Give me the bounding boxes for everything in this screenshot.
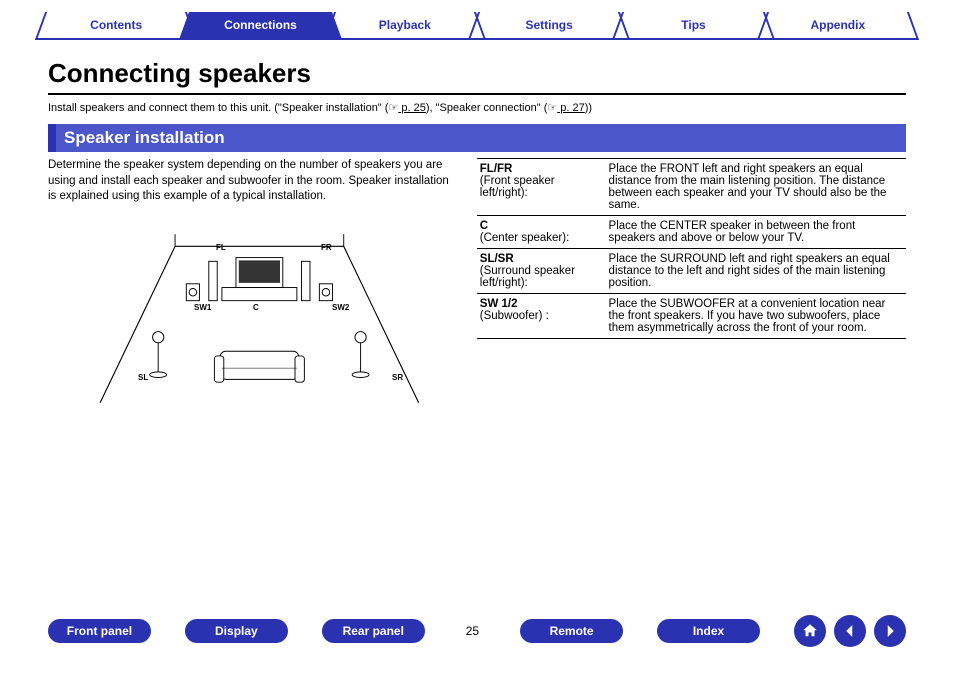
tab-playback[interactable]: Playback [339, 12, 471, 40]
home-icon[interactable] [794, 615, 826, 647]
page-ref-2[interactable]: p. 27 [557, 102, 585, 114]
diagram-label-sl: SL [138, 373, 148, 384]
row-desc: (Center speaker): [480, 232, 569, 244]
row-code: C [480, 220, 488, 232]
nav-index[interactable]: Index [657, 619, 760, 643]
tab-contents[interactable]: Contents [50, 12, 182, 40]
prev-page-icon[interactable] [834, 615, 866, 647]
row-code: SL/SR [480, 253, 514, 265]
row-desc: (Surround speaker left/right): [480, 265, 575, 289]
diagram-label-sr: SR [392, 373, 403, 384]
page-title: Connecting speakers [48, 44, 906, 95]
nav-remote[interactable]: Remote [520, 619, 623, 643]
row-code: FL/FR [480, 163, 513, 175]
row-text: Place the SURROUND left and right speake… [606, 249, 906, 294]
diagram-label-c: C [253, 303, 259, 314]
tab-appendix[interactable]: Appendix [772, 12, 904, 40]
bottom-nav: Front panel Display Rear panel 25 Remote… [0, 615, 954, 647]
intro-prefix: Install speakers and connect them to thi… [48, 102, 398, 114]
table-row: SL/SR(Surround speaker left/right): Plac… [477, 249, 906, 294]
right-column: FL/FR(Front speaker left/right): Place t… [477, 158, 906, 428]
top-tabs: Contents Connections Playback Settings T… [0, 0, 954, 44]
icon-group [794, 615, 906, 647]
intro-suffix: )) [585, 102, 592, 114]
nav-display[interactable]: Display [185, 619, 288, 643]
row-desc: (Front speaker left/right): [480, 175, 555, 199]
speaker-table: FL/FR(Front speaker left/right): Place t… [477, 158, 906, 339]
nav-front-panel[interactable]: Front panel [48, 619, 151, 643]
row-text: Place the CENTER speaker in between the … [606, 216, 906, 249]
row-text: Place the SUBWOOFER at a convenient loca… [606, 294, 906, 339]
row-desc: (Subwoofer) : [480, 310, 549, 322]
content: Determine the speaker system depending o… [0, 152, 954, 428]
row-text: Place the FRONT left and right speakers … [606, 159, 906, 216]
diagram-label-fl: FL [216, 243, 226, 254]
page-number: 25 [459, 624, 486, 638]
diagram-label-sw2: SW2 [332, 303, 349, 314]
table-row: SW 1/2(Subwoofer) : Place the SUBWOOFER … [477, 294, 906, 339]
tab-connections[interactable]: Connections [194, 12, 326, 40]
next-page-icon[interactable] [874, 615, 906, 647]
tab-tips[interactable]: Tips [627, 12, 759, 40]
intro-mid: ), "Speaker connection" (☞ [426, 102, 557, 114]
speaker-diagram: FL FR SW1 C SW2 SL SR [72, 223, 447, 428]
nav-rear-panel[interactable]: Rear panel [322, 619, 425, 643]
left-column: Determine the speaker system depending o… [48, 158, 457, 428]
section-title: Speaker installation [48, 124, 906, 152]
page-ref-1[interactable]: p. 25 [398, 102, 426, 114]
tab-settings[interactable]: Settings [483, 12, 615, 40]
diagram-label-fr: FR [321, 243, 332, 254]
table-row: C(Center speaker): Place the CENTER spea… [477, 216, 906, 249]
diagram-label-sw1: SW1 [194, 303, 211, 314]
intro-text: Install speakers and connect them to thi… [0, 95, 954, 124]
left-description: Determine the speaker system depending o… [48, 158, 457, 205]
row-code: SW 1/2 [480, 298, 518, 310]
table-row: FL/FR(Front speaker left/right): Place t… [477, 159, 906, 216]
